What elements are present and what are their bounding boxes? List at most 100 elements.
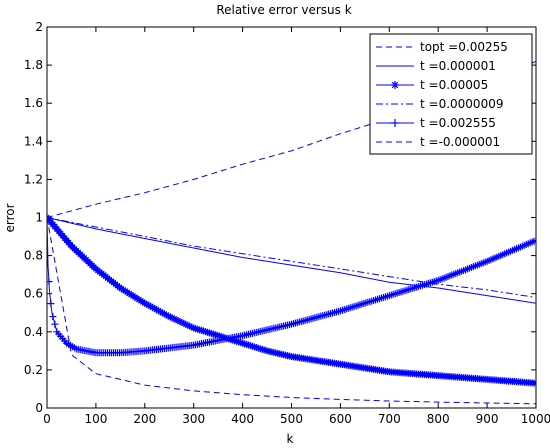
data-point: [209, 330, 217, 338]
data-point: [162, 311, 170, 319]
data-point: [196, 326, 204, 334]
y-tick-label: 0.2: [24, 363, 43, 377]
x-tick-label: 800: [427, 412, 450, 426]
y-axis-label: error: [3, 203, 17, 232]
data-point: [190, 324, 198, 332]
data-point: [198, 326, 206, 334]
legend-label: t =0.000001: [420, 59, 496, 73]
data-point: [194, 325, 202, 333]
legend-entry: t =-0.000001: [376, 135, 500, 149]
data-point: [244, 341, 252, 349]
data-point: [213, 331, 221, 339]
series-line: [47, 217, 536, 405]
data-point: [532, 236, 536, 244]
data-point: [172, 316, 180, 324]
series-2: [47, 217, 536, 304]
data-point: [164, 312, 172, 320]
data-point: [237, 339, 245, 347]
x-tick-label: 0: [43, 412, 51, 426]
data-point: [147, 302, 155, 310]
legend: topt =0.00255 t =0.000001 t =0.00005 t =0.0…: [369, 33, 533, 155]
data-point: [201, 328, 209, 336]
data-point: [254, 344, 262, 352]
data-point: [205, 329, 213, 337]
data-point: [241, 340, 249, 348]
y-tick-label: 1.8: [24, 58, 43, 72]
data-point: [178, 319, 186, 327]
x-tick-label: 500: [280, 412, 303, 426]
data-point: [231, 337, 239, 345]
y-tick-label: 1.4: [24, 134, 43, 148]
legend-label: topt =0.00255: [420, 40, 508, 54]
x-tick-label: 200: [133, 412, 156, 426]
legend-entry: t =0.002555: [376, 116, 496, 130]
data-point: [174, 317, 182, 325]
x-axis-label: k: [287, 432, 294, 446]
x-tick-label: 1000: [521, 412, 550, 426]
data-point: [153, 306, 161, 314]
data-point: [246, 342, 254, 350]
data-point: [180, 319, 188, 327]
data-point: [215, 332, 223, 340]
data-point: [186, 322, 194, 330]
data-point: [168, 314, 176, 322]
data-point: [239, 339, 247, 347]
x-tick-label: 700: [378, 412, 401, 426]
data-point: [260, 346, 268, 354]
y-tick-label: 0: [35, 401, 43, 415]
legend-entry: t =0.0000009: [376, 97, 503, 111]
data-point: [248, 342, 256, 350]
data-point: [151, 305, 159, 313]
data-point: [143, 300, 151, 308]
data-point: [47, 214, 51, 221]
series-3: [47, 214, 536, 387]
data-point: [47, 300, 55, 308]
legend-entry: topt =0.00255: [376, 40, 508, 54]
legend-label: t =0.002555: [420, 116, 496, 130]
data-point: [149, 303, 157, 311]
data-point: [156, 308, 164, 316]
x-tick-label: 600: [329, 412, 352, 426]
y-tick-label: 0.4: [24, 325, 43, 339]
data-point: [203, 328, 211, 336]
legend-entry: t =0.00005: [376, 78, 488, 92]
data-point: [256, 345, 264, 353]
plot-area: 0 100 200 300 400 500 600 700 800 900 1000 0 0.2 0.4 0…: [24, 20, 550, 426]
x-tick-label: 400: [231, 412, 254, 426]
data-point: [51, 320, 59, 328]
x-tick-label: 100: [84, 412, 107, 426]
data-point: [49, 313, 57, 321]
data-point: [47, 278, 53, 286]
data-point: [235, 338, 243, 346]
data-point: [176, 318, 184, 326]
legend-label: t =0.00005: [420, 78, 488, 92]
data-point: [207, 329, 215, 337]
y-tick-label: 0.8: [24, 249, 43, 263]
legend-label: t =-0.000001: [420, 135, 500, 149]
series-layer: [47, 60, 536, 405]
data-point: [192, 325, 200, 333]
data-point: [233, 337, 241, 345]
data-point: [170, 315, 178, 323]
legend-label: t =0.0000009: [420, 97, 503, 111]
data-point: [154, 307, 162, 315]
data-point: [258, 345, 266, 353]
legend-entry: t =0.000001: [376, 59, 496, 73]
data-point: [184, 321, 192, 329]
series-5: [47, 214, 536, 357]
y-tick-label: 1.6: [24, 96, 43, 110]
x-tick-label: 300: [182, 412, 205, 426]
data-point: [530, 237, 536, 245]
data-point: [145, 301, 153, 309]
chart-title: Relative error versus k: [216, 3, 351, 17]
x-tick-label: 900: [476, 412, 499, 426]
data-point: [160, 310, 168, 318]
data-point: [158, 309, 166, 317]
data-point: [141, 299, 149, 307]
data-point: [250, 343, 258, 351]
legend-box: [369, 33, 533, 155]
y-tick-label: 2: [35, 20, 43, 34]
series-line: [47, 217, 536, 304]
y-tick-label: 1.2: [24, 172, 43, 186]
